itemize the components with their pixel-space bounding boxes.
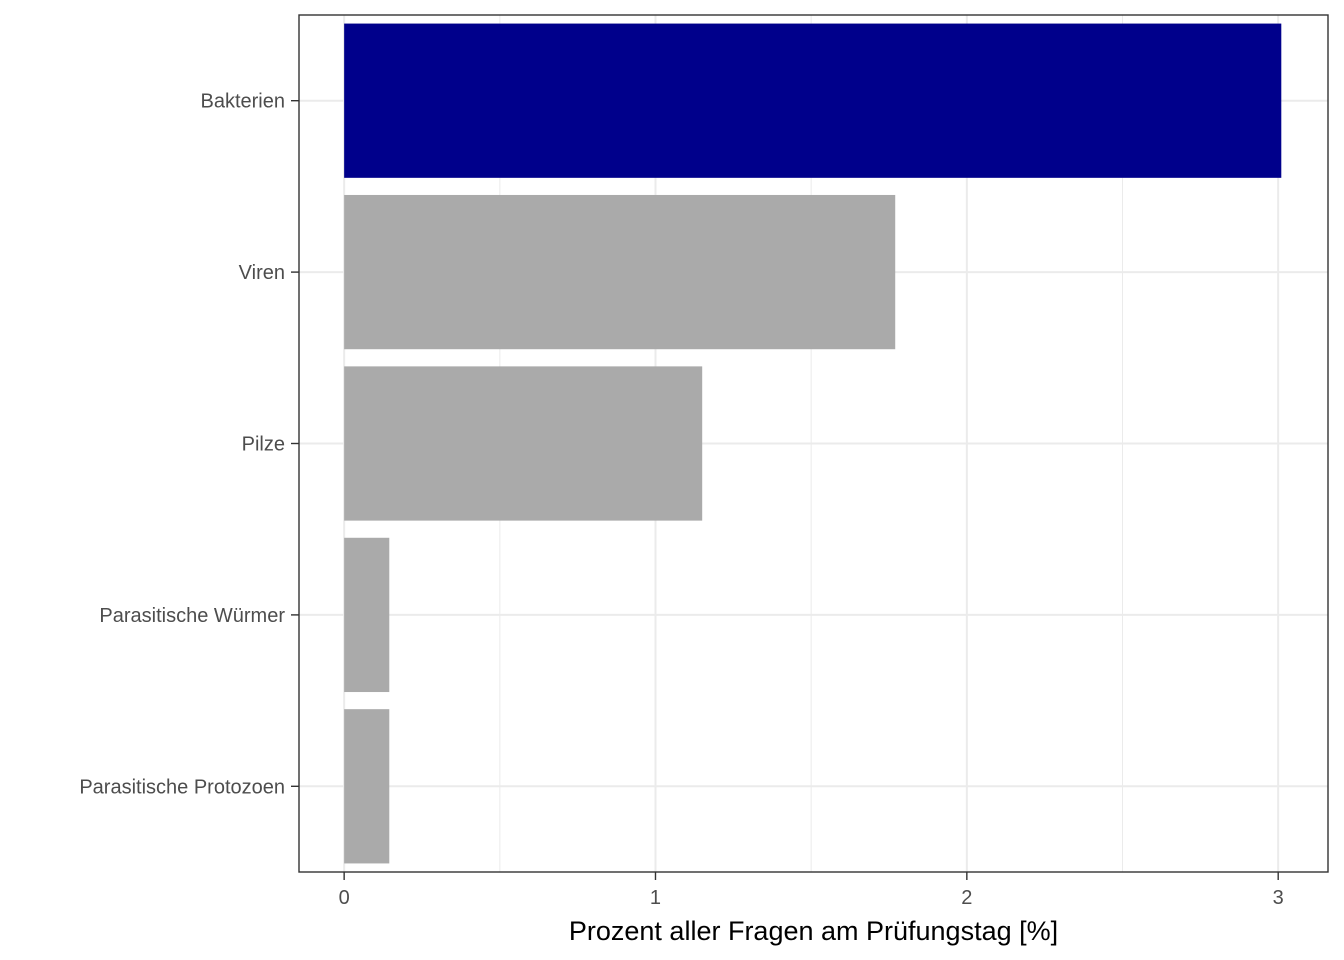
y-tick-label: Parasitische Protozoen: [79, 776, 285, 798]
x-tick-label: 0: [339, 887, 350, 909]
bar: [344, 194, 896, 350]
x-tick-label: 1: [650, 887, 661, 909]
x-axis: 0 1 2 3: [339, 872, 1284, 909]
x-tick-label: 3: [1273, 887, 1284, 909]
bar: [344, 709, 390, 864]
bar: [344, 23, 1282, 178]
bar: [344, 537, 390, 693]
y-tick-label: Pilze: [242, 434, 285, 456]
y-tick-label: Parasitische Würmer: [99, 605, 285, 627]
y-tick-label: Viren: [239, 262, 285, 284]
x-tick-label: 2: [961, 887, 972, 909]
bars: [344, 23, 1282, 864]
y-axis: Bakterien Viren Pilze Parasitische Würmer Pa…: [79, 91, 299, 798]
y-tick-label: Bakterien: [201, 91, 286, 113]
bar: [344, 366, 703, 521]
x-axis-title: Prozent aller Fragen am Prüfungstag [%]: [569, 916, 1058, 946]
